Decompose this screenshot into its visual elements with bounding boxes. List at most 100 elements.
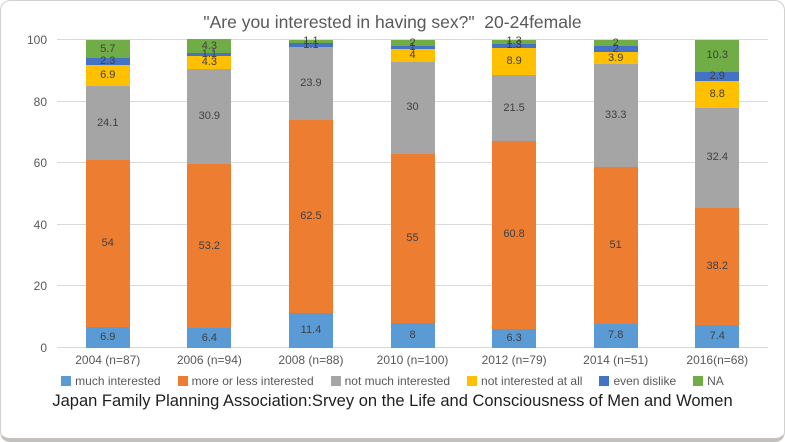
data-label: 2 [612,42,619,55]
segment-more-or-less-interested: 62.5 [288,120,333,313]
legend-label: not much interested [344,374,451,388]
y-tick-label-60: 60 [33,156,47,171]
x-tick-label: 2006 (n=94) [176,353,242,367]
segment-not-interested-at-all: 8.9 [492,47,537,76]
bar-series-area: 6.9 54 24.1 6.9 2.3 5.7 6.4 53.2 30.9 4.3 1.1 4.3 11… [57,36,768,348]
data-label: 60.8 [503,228,525,241]
data-label: 62.5 [300,210,322,223]
legend-label: even dislike [613,374,677,388]
data-label: 38.2 [706,259,728,272]
source-caption: Japan Family Planning Association:Srvey … [52,392,733,410]
segment-even-dislike: 1 [390,42,435,53]
segment-much-interested: 8 [390,323,435,348]
data-label: 21.5 [503,101,525,114]
segment-not-much-interested: 24.1 [85,86,130,161]
legend-label: much interested [75,374,161,388]
data-label: 1.3 [506,39,522,52]
data-label: 1.1 [201,47,217,60]
data-label: 2.9 [709,69,725,82]
data-label: 4.3 [201,56,217,69]
x-tick-label: 2016(n=68) [686,353,749,367]
stacked-bar: 11.4 62.5 23.9 1.1 1.1 [288,36,333,348]
data-label: 7.8 [608,329,624,342]
legend-label: more or less interested [191,374,314,388]
segment-NA: 10.3 [695,40,740,72]
data-label: 51 [609,238,622,251]
segment-not-much-interested: 30.9 [187,69,232,165]
data-label: 54 [101,237,114,250]
segment-much-interested: 6.3 [492,328,537,348]
segment-NA: 2 [390,36,435,49]
segment-not-much-interested: 23.9 [288,46,333,121]
data-label: 7.4 [709,330,725,343]
data-label: 2 [612,36,619,49]
data-label: 2.3 [100,54,116,67]
legend-item-even-dislike: even dislike [599,374,676,388]
data-label: 55 [406,232,419,245]
y-tick-label-0: 0 [40,341,47,355]
legend-item-much-interested: much interested [61,374,161,388]
data-label: 8.8 [709,87,725,100]
legend-label: NA [707,374,724,388]
bar-column-2010: 8 55 30 4 1 2 [362,36,464,348]
legend-item-more-or-less-interested: more or less interested [177,374,314,388]
data-label: 1 [409,41,416,54]
segment-much-interested: 7.8 [593,323,638,348]
legend-swatch-icon [177,376,188,386]
segment-not-much-interested: 30 [390,61,435,154]
data-label: 33.3 [604,109,627,122]
segment-NA: 2 [593,36,638,49]
segment-even-dislike: 2.9 [695,69,740,82]
x-tick-label: 2010 (n=100) [376,353,449,367]
legend-swatch-icon [61,376,72,386]
stacked-bar: 6.9 54 24.1 6.9 2.3 5.7 [85,40,130,348]
segment-not-interested-at-all: 4 [390,48,435,62]
data-label: 1.3 [506,35,522,48]
bar-column-2012: 6.3 60.8 21.5 8.9 1.3 1.3 [463,36,565,348]
bar-column-2006: 6.4 53.2 30.9 4.3 1.1 4.3 [159,39,261,348]
segment-not-interested-at-all: 6.9 [85,64,130,87]
stacked-bar: 6.3 60.8 21.5 8.9 1.3 1.3 [492,36,537,348]
segment-even-dislike: 2.3 [85,54,130,67]
data-label: 30 [406,101,419,114]
data-label: 10.3 [706,49,728,62]
x-tick-label: 2004 (n=87) [75,353,141,367]
bar-column-2004: 6.9 54 24.1 6.9 2.3 5.7 [57,40,159,348]
data-label: 53.2 [198,239,221,252]
segment-even-dislike: 1.3 [492,40,537,51]
legend-label: not interested at all [481,374,583,388]
stacked-bar: 6.4 53.2 30.9 4.3 1.1 4.3 [187,39,232,348]
plot-area: 0 20 40 60 80 100 6.9 54 24.1 6.9 2.3 5.7 6.4 53.2 30… [9,34,768,354]
legend: much interested more or less interested no… [1,374,784,388]
y-tick-label-20: 20 [33,279,47,294]
data-label: 1.1 [303,35,319,48]
data-label: 6.9 [100,330,116,343]
segment-more-or-less-interested: 53.2 [187,164,232,329]
data-label: 1.1 [303,38,319,51]
y-tick-label-100: 100 [26,33,47,47]
x-tick-label: 2012 (n=79) [481,353,547,367]
data-label: 32.4 [706,151,728,164]
gridline-100 [57,39,768,40]
data-label: 4 [409,48,416,61]
segment-much-interested: 6.4 [187,328,232,348]
bar-column-2014: 7.8 51 33.3 3.9 2 2 [565,36,667,348]
segment-even-dislike: 2 [593,42,638,55]
segment-more-or-less-interested: 55 [390,153,435,324]
legend-swatch-icon [599,376,610,386]
x-tick-label: 2008 (n=88) [278,353,344,367]
data-label: 23.9 [300,77,322,90]
segment-NA: 4.3 [187,39,232,53]
chart-title: "Are you interested in having sex?" 20-2… [203,12,582,32]
data-label: 8 [409,329,416,342]
segment-not-much-interested: 21.5 [492,75,537,142]
data-label: 2 [409,36,416,49]
legend-swatch-icon [330,376,341,386]
x-tick-label: 2014 (n=51) [583,353,649,367]
data-label: 5.7 [100,42,116,55]
data-label: 6.9 [100,69,116,82]
data-label: 6.4 [201,331,217,344]
data-label: 30.9 [198,110,221,123]
legend-item-not-interested-at-all: not interested at all [467,374,582,388]
data-label: 3.9 [608,51,624,64]
